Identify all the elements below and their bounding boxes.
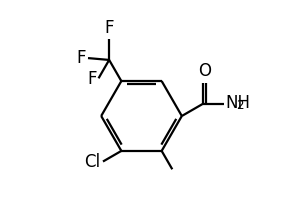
Text: F: F xyxy=(76,49,86,67)
Text: 2: 2 xyxy=(236,99,243,112)
Text: F: F xyxy=(104,18,114,37)
Text: O: O xyxy=(198,62,211,80)
Text: F: F xyxy=(87,70,96,88)
Text: Cl: Cl xyxy=(84,152,101,170)
Text: NH: NH xyxy=(225,94,250,112)
